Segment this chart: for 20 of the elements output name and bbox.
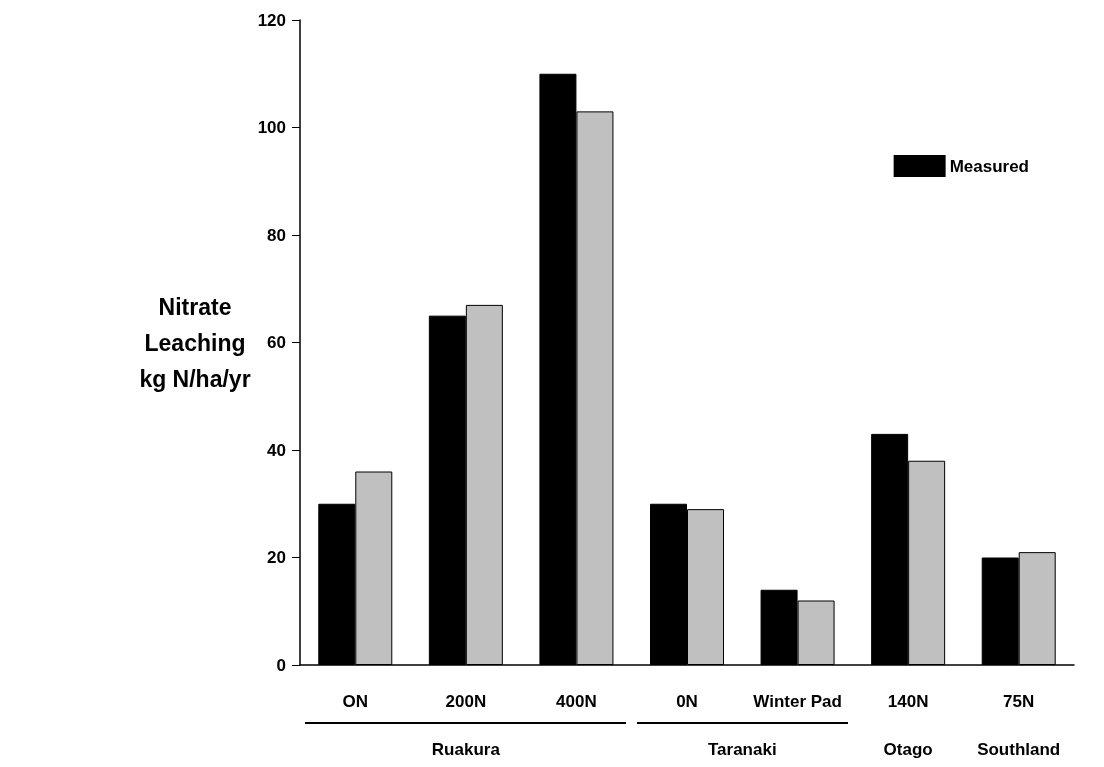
text: Taranaki [707, 740, 777, 760]
y-axis-title: Nitrate Leaching kg N/ha/yr [139, 293, 251, 392]
legend-label: Measured [949, 156, 1030, 176]
y-tick-label: 40 [267, 440, 286, 460]
y-tick-label: 20 [267, 548, 286, 567]
x-tick-label: Winter Pad [753, 692, 842, 711]
x-tick-label: ON [342, 692, 369, 711]
x-tick-label: 200N [445, 692, 487, 711]
y-tick-label: 0 [276, 655, 286, 675]
y-tick-label: 60 [267, 333, 286, 352]
x-tick-label: 400N [556, 692, 597, 711]
text: Otago [883, 740, 933, 760]
x-tick-label: 0N [676, 692, 698, 711]
y-tick-label: 120 [257, 10, 286, 30]
x-tick-label: 75N [1003, 692, 1035, 711]
y-tick-label: 100 [257, 118, 286, 137]
text: Ruakura [431, 740, 500, 760]
x-tick-label: 140N [887, 692, 929, 711]
y-tick-label: 80 [267, 225, 286, 245]
text: Southland [977, 740, 1061, 760]
